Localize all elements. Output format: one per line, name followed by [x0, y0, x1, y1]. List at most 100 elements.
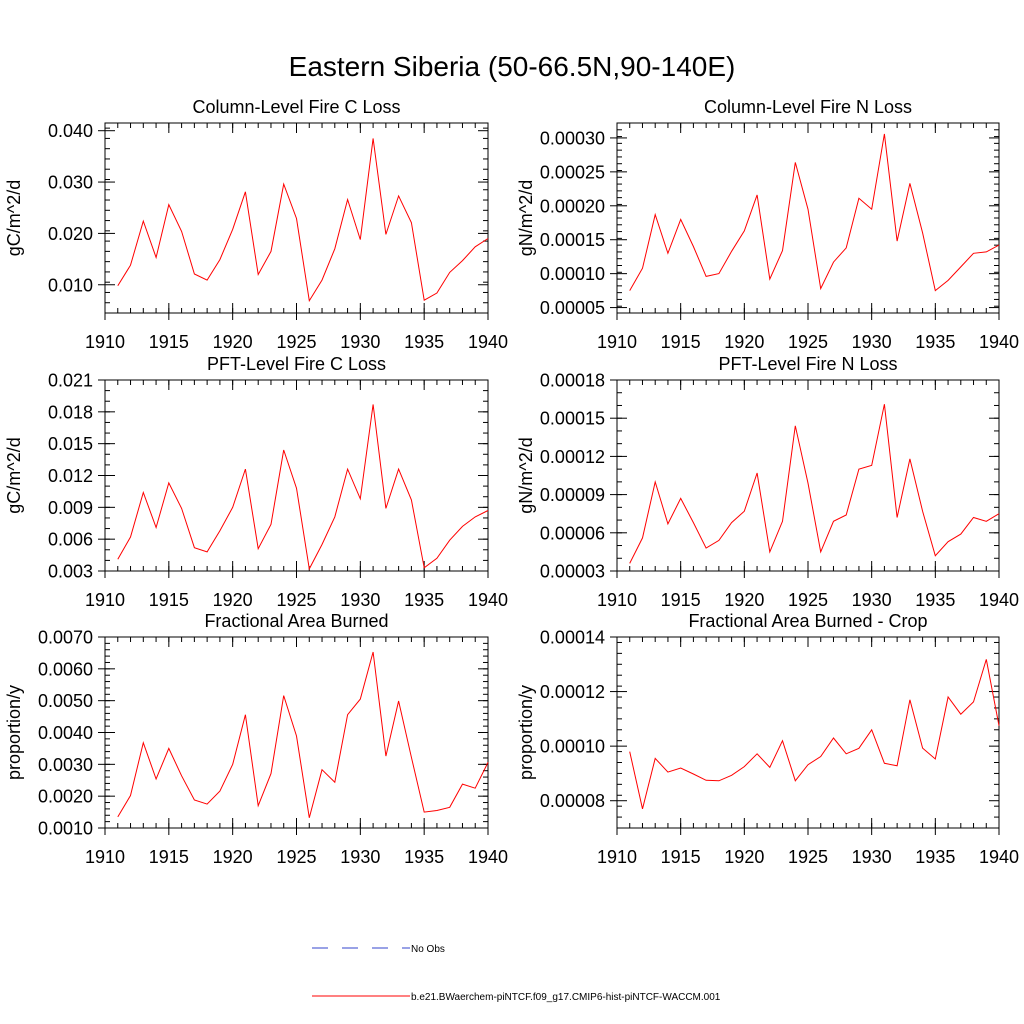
y-tick-label: 0.00014 — [540, 628, 605, 648]
y-tick-label: 0.00015 — [540, 409, 605, 429]
y-tick-label: 0.012 — [48, 466, 93, 486]
x-tick-label: 1915 — [149, 332, 189, 352]
x-tick-label: 1910 — [85, 590, 125, 610]
x-tick-label: 1935 — [404, 590, 444, 610]
legend-obs-label: No Obs — [411, 944, 445, 955]
y-tick-label: 0.009 — [48, 498, 93, 518]
chart-panel-3: PFT-Level Fire C Loss 0.003 0.006 0.009 0.01… — [4, 354, 508, 610]
y-tick-label: 0.020 — [48, 224, 93, 244]
chart-title: Column-Level Fire C Loss — [192, 97, 400, 117]
y-tick-label: 0.006 — [48, 530, 93, 550]
x-tick-label: 1925 — [788, 332, 828, 352]
y-tick-label: 0.00015 — [540, 230, 605, 250]
x-tick-label: 1930 — [340, 847, 380, 867]
x-tick-label: 1940 — [468, 847, 508, 867]
y-tick-label: 0.00010 — [540, 737, 605, 757]
x-tick-label: 1930 — [340, 332, 380, 352]
y-axis-label: proportion/y — [516, 685, 536, 780]
chart-panel-6: Fractional Area Burned - Crop 0.00008 0.00… — [516, 611, 1019, 867]
plot-frame — [616, 122, 1000, 314]
y-axis-label: gC/m^2/d — [4, 437, 24, 513]
legend: No Obs b.e21.BWaerchem-piNTCF.f09_g17.CM… — [312, 944, 721, 1003]
x-tick-label: 1935 — [404, 332, 444, 352]
y-tick-label: 0.040 — [48, 121, 93, 141]
x-tick-label: 1910 — [597, 332, 637, 352]
y-tick-label: 0.018 — [48, 402, 93, 422]
x-tick-label: 1935 — [404, 847, 444, 867]
x-tick-label: 1925 — [788, 590, 828, 610]
series-line — [629, 133, 1000, 292]
x-tick-label: 1915 — [661, 332, 701, 352]
chart-title: PFT-Level Fire N Loss — [718, 354, 897, 374]
x-tick-label: 1940 — [979, 332, 1019, 352]
y-tick-label: 0.021 — [48, 371, 93, 391]
x-tick-label: 1940 — [468, 590, 508, 610]
x-tick-label: 1910 — [85, 847, 125, 867]
y-axis-label: gN/m^2/d — [516, 180, 536, 256]
chart-panel-4: PFT-Level Fire N Loss 0.00003 0.00006 0.000… — [516, 354, 1019, 610]
series-line — [117, 404, 489, 571]
y-axis-label: proportion/y — [4, 685, 24, 780]
y-tick-label: 0.0050 — [38, 691, 93, 711]
chart-panel-1: Column-Level Fire C Loss 0.010 0.020 0.030 0… — [4, 97, 508, 352]
legend-model-label: b.e21.BWaerchem-piNTCF.f09_g17.CMIP6-his… — [411, 992, 721, 1003]
x-tick-label: 1940 — [979, 590, 1019, 610]
x-tick-label: 1920 — [724, 590, 764, 610]
y-tick-label: 0.00006 — [540, 523, 605, 543]
x-tick-label: 1915 — [661, 590, 701, 610]
x-tick-label: 1925 — [276, 590, 316, 610]
x-tick-label: 1910 — [597, 590, 637, 610]
x-tick-label: 1930 — [852, 847, 892, 867]
x-tick-label: 1930 — [852, 332, 892, 352]
y-tick-label: 0.003 — [48, 562, 93, 582]
y-axis-label: gN/m^2/d — [516, 437, 536, 513]
x-tick-label: 1935 — [915, 847, 955, 867]
chart-panel-2: Column-Level Fire N Loss 0.00005 0.00010 0.… — [516, 97, 1019, 352]
series-line — [117, 651, 489, 818]
x-tick-label: 1910 — [85, 332, 125, 352]
x-tick-label: 1925 — [276, 332, 316, 352]
x-tick-label: 1920 — [213, 590, 253, 610]
x-tick-label: 1910 — [597, 847, 637, 867]
chart-title: Fractional Area Burned — [204, 611, 388, 631]
y-tick-label: 0.00009 — [540, 485, 605, 505]
y-tick-label: 0.00012 — [540, 682, 605, 702]
x-tick-label: 1925 — [276, 847, 316, 867]
series-line — [629, 659, 1000, 810]
y-tick-label: 0.00025 — [540, 162, 605, 182]
plot-frame — [616, 636, 1000, 829]
y-tick-label: 0.0040 — [38, 723, 93, 743]
y-tick-label: 0.010 — [48, 275, 93, 295]
y-tick-label: 0.00005 — [540, 298, 605, 318]
y-tick-label: 0.00030 — [540, 128, 605, 148]
x-tick-label: 1940 — [468, 332, 508, 352]
x-tick-label: 1920 — [213, 332, 253, 352]
x-tick-label: 1925 — [788, 847, 828, 867]
y-tick-label: 0.0010 — [38, 819, 93, 839]
series-line — [629, 404, 1000, 564]
x-tick-label: 1915 — [149, 590, 189, 610]
x-tick-label: 1935 — [915, 590, 955, 610]
y-tick-label: 0.00012 — [540, 447, 605, 467]
chart-title: PFT-Level Fire C Loss — [207, 354, 386, 374]
figure-title: Eastern Siberia (50-66.5N,90-140E) — [289, 51, 736, 82]
y-tick-label: 0.0030 — [38, 755, 93, 775]
y-tick-label: 0.00018 — [540, 371, 605, 391]
x-tick-label: 1915 — [149, 847, 189, 867]
chart-title: Fractional Area Burned - Crop — [688, 611, 927, 631]
y-tick-label: 0.0060 — [38, 659, 93, 679]
x-tick-label: 1915 — [661, 847, 701, 867]
y-axis-label: gC/m^2/d — [4, 180, 24, 256]
x-tick-label: 1935 — [915, 332, 955, 352]
series-line — [117, 138, 489, 303]
chart-title: Column-Level Fire N Loss — [704, 97, 912, 117]
y-tick-label: 0.030 — [48, 173, 93, 193]
plot-frame — [104, 379, 489, 572]
x-tick-label: 1920 — [724, 847, 764, 867]
y-tick-label: 0.00020 — [540, 196, 605, 216]
x-tick-label: 1930 — [852, 590, 892, 610]
plot-frame — [104, 636, 489, 829]
y-tick-label: 0.00008 — [540, 791, 605, 811]
plot-frame — [616, 379, 1000, 572]
